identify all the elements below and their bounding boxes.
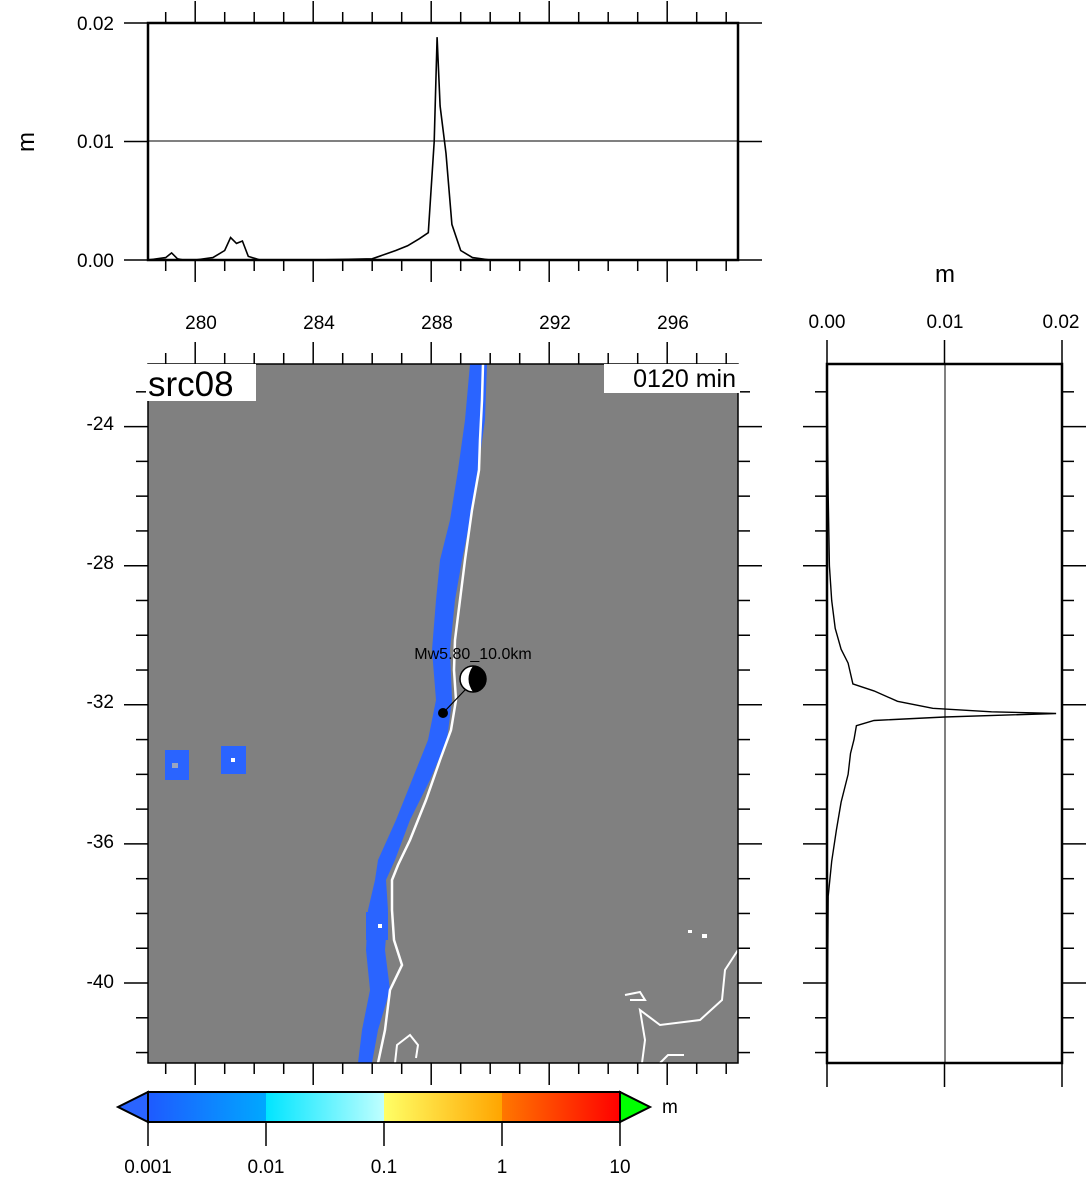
right-x-tick-label: 0.00 <box>809 312 846 333</box>
right-panel-unit-label: m <box>935 261 955 288</box>
islet-marker <box>702 934 707 938</box>
source-label: src08 <box>148 365 234 404</box>
top-y-tick-label: 0.02 <box>77 14 114 35</box>
colorbar-tick-label: 0.001 <box>124 1157 172 1178</box>
lat-tick-label: -36 <box>87 832 114 853</box>
top-panel-unit-label: m <box>13 132 40 152</box>
colorbar-under-arrow <box>115 1090 149 1124</box>
lon-tick-label: 280 <box>185 313 217 334</box>
source-label-box <box>146 364 256 401</box>
colorbar-tick-label: 1 <box>497 1157 508 1178</box>
lon-tick-label: 284 <box>303 313 335 334</box>
right-panel-series-line <box>826 363 1057 1064</box>
map-frame <box>147 363 739 1064</box>
time-label: 0120 min <box>633 365 736 393</box>
islet-marker <box>378 924 382 928</box>
island-marker <box>172 763 178 768</box>
coastline <box>376 363 485 1064</box>
lat-tick-label: -28 <box>87 553 114 574</box>
event-label: Mw5.80_10.0km <box>414 646 531 663</box>
epicenter-leader-line <box>442 689 466 714</box>
lat-tick-label: -24 <box>87 414 115 435</box>
colorbar-unit-label: m <box>662 1097 678 1118</box>
colorbar: 0.001 0.01 0.1 1 10 m <box>115 1090 678 1178</box>
lat-tick-label: -32 <box>87 692 114 713</box>
top-y-tick-label: 0.01 <box>77 132 114 153</box>
colorbar-tick-label: 0.1 <box>371 1157 397 1178</box>
colorbar-segment <box>148 1092 266 1122</box>
right-x-tick-label: 0.02 <box>1043 312 1080 333</box>
coastline-southeast <box>638 949 739 1064</box>
top-panel-series-line <box>147 37 738 261</box>
tsunami-amplitude-cell <box>366 912 388 940</box>
island-marker <box>231 758 235 762</box>
colorbar-over-arrow <box>619 1090 653 1124</box>
map-panel: src08 0120 min Mw5.80_10.0km -24 -28 -32… <box>87 342 762 1085</box>
colorbar-segment <box>502 1092 620 1122</box>
colorbar-segment <box>266 1092 384 1122</box>
map-ticks <box>124 342 762 1085</box>
colorbar-segment <box>384 1092 502 1122</box>
epicenter-marker <box>438 708 448 718</box>
right-x-tick-label: 0.01 <box>927 312 964 333</box>
tsunami-amplitude-band <box>358 364 487 1063</box>
coastline-islet <box>659 1054 684 1064</box>
lon-tick-label: 292 <box>539 313 571 334</box>
top-y-tick-label: 0.00 <box>77 251 114 272</box>
lon-tick-label: 296 <box>657 313 689 334</box>
lat-tick-label: -40 <box>87 972 114 993</box>
islet-marker <box>688 930 692 933</box>
top-panel: m 0.02 0.01 0.00 280 284 288 292 296 <box>13 1 762 334</box>
top-panel-ticks <box>124 1 762 282</box>
colorbar-tick-label: 0.01 <box>248 1157 285 1178</box>
colorbar-tick-label: 10 <box>609 1157 630 1178</box>
right-panel-frame <box>825 362 1064 1065</box>
coastline-islet <box>624 990 647 1001</box>
coastline-islands <box>394 1033 420 1064</box>
lon-tick-label: 288 <box>421 313 453 334</box>
time-label-box <box>604 364 740 393</box>
right-panel: m 0.00 0.01 0.02 <box>803 261 1086 1087</box>
focal-mechanism-beachball-icon <box>459 665 487 693</box>
top-panel-frame <box>146 21 740 262</box>
right-panel-ticks <box>803 340 1086 1087</box>
